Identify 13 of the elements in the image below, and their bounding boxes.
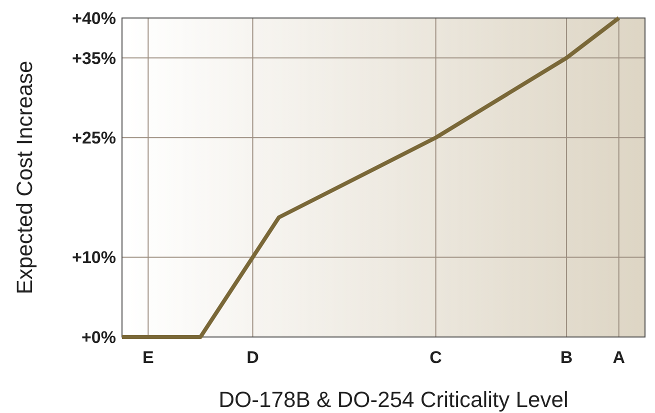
x-tick-label: B xyxy=(560,348,573,367)
y-axis-title: Expected Cost Increase xyxy=(12,60,37,294)
y-tick-label: +35% xyxy=(72,48,116,68)
x-tick-label: C xyxy=(430,348,442,367)
x-tick-label: D xyxy=(246,348,259,367)
y-tick-label: +0% xyxy=(82,328,116,347)
y-tick-label: +25% xyxy=(72,128,116,148)
y-tick-label: +40% xyxy=(72,8,116,28)
x-tick-label: A xyxy=(612,348,625,367)
y-tick-label: +10% xyxy=(72,248,116,268)
line-series xyxy=(120,16,621,339)
x-axis-title: DO-178B & DO-254 Criticality Level xyxy=(218,387,568,412)
x-tick-label: E xyxy=(142,348,154,367)
